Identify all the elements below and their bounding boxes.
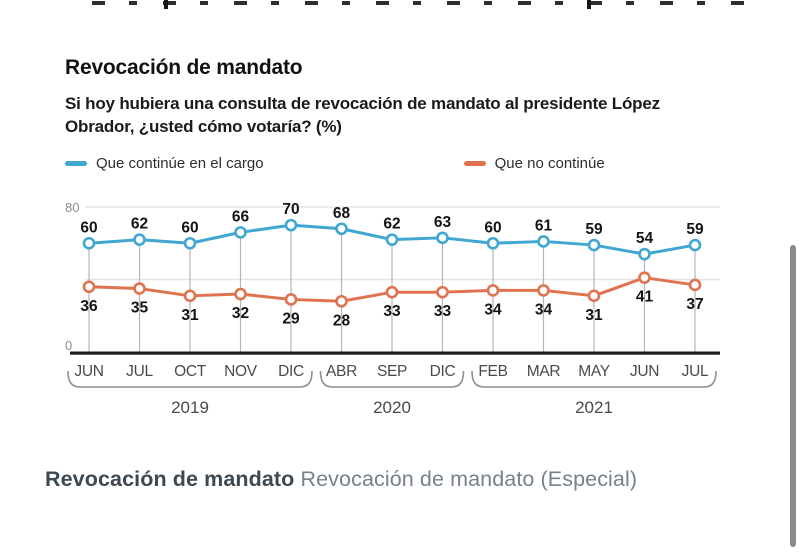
- data-point: [183, 289, 197, 303]
- value-label: 32: [232, 305, 249, 322]
- data-point: [436, 285, 449, 299]
- value-label: 63: [434, 214, 452, 231]
- value-label: 61: [535, 217, 553, 234]
- value-label: 60: [484, 219, 501, 236]
- data-point: [385, 233, 399, 246]
- legend-item-continue: Que continúe en el cargo: [65, 155, 264, 172]
- value-label: 36: [80, 298, 98, 315]
- data-point: [587, 289, 601, 303]
- data-point: [133, 282, 146, 295]
- value-label: 54: [636, 230, 654, 247]
- month-label: MAY: [578, 363, 610, 380]
- data-point: [385, 285, 399, 299]
- data-point: [82, 236, 96, 250]
- data-point: [486, 284, 500, 297]
- vertical-scrollbar-thumb[interactable]: [790, 245, 796, 547]
- data-point: [638, 247, 651, 261]
- data-point: [133, 233, 146, 246]
- value-label: 31: [585, 307, 603, 324]
- data-point: [688, 238, 702, 252]
- value-label: 59: [585, 221, 603, 238]
- value-label: 37: [686, 296, 703, 313]
- month-label: ABR: [326, 363, 357, 380]
- cropped-headline-stroke: [164, 0, 168, 9]
- year-label-2021: 2021: [575, 398, 613, 417]
- legend-swatch-orange: [463, 161, 486, 166]
- photo-caption: Revocación de mandato Revocación de mand…: [45, 462, 695, 497]
- data-point: [486, 236, 500, 250]
- value-label: 41: [636, 289, 654, 306]
- month-label: JUN: [630, 363, 659, 380]
- data-point: [638, 271, 651, 284]
- value-label: 34: [535, 301, 553, 318]
- data-point: [183, 236, 197, 250]
- value-label: 70: [282, 201, 299, 218]
- data-point: [284, 218, 298, 232]
- data-point: [335, 294, 348, 308]
- data-point: [82, 280, 96, 294]
- chart-legend: Que continúe en el cargo Que no continúe: [65, 155, 605, 172]
- value-label: 68: [333, 205, 351, 222]
- value-label: 31: [181, 307, 199, 324]
- value-label: 34: [484, 301, 502, 318]
- revocacion-line-chart: 80 0 60 62 60 66 70 68 62 63 60 61 59 54 59 36 35 31 32 29 2…: [65, 200, 720, 417]
- cropped-headline-text: [92, 0, 758, 9]
- month-label: JUN: [74, 363, 103, 380]
- year-label-2020: 2020: [373, 398, 411, 417]
- value-label: 29: [282, 310, 300, 327]
- data-point: [537, 235, 550, 248]
- month-label: NOV: [224, 363, 258, 380]
- caption-regular: Revocación de mandato (Especial): [300, 467, 638, 491]
- chart-title: Revocación de mandato: [65, 56, 303, 79]
- ytick-80: 80: [65, 200, 79, 215]
- data-point: [436, 231, 449, 245]
- month-label: FEB: [478, 363, 507, 380]
- caption-bold: Revocación de mandato: [45, 467, 295, 491]
- data-point: [234, 226, 247, 239]
- month-label: JUL: [682, 363, 709, 380]
- ytick-0: 0: [65, 338, 72, 353]
- data-point: [688, 278, 702, 292]
- legend-label: Que continúe en el cargo: [96, 155, 264, 172]
- month-label: DIC: [278, 363, 304, 380]
- value-label: 33: [383, 303, 401, 320]
- year-label-2019: 2019: [171, 398, 209, 417]
- chart-subtitle: Si hoy hubiera una consulta de revocació…: [65, 94, 660, 137]
- value-label: 35: [131, 300, 149, 317]
- value-label: 28: [333, 312, 351, 329]
- year-bracket-2019: [67, 370, 313, 388]
- x-axis-line: [70, 351, 720, 355]
- value-label: 33: [434, 303, 452, 320]
- value-label: 60: [80, 219, 97, 236]
- legend-swatch-blue: [65, 161, 87, 166]
- value-label: 62: [383, 216, 400, 233]
- year-bracket-2020: [319, 370, 465, 388]
- value-label: 60: [181, 219, 198, 236]
- month-label: JUL: [126, 363, 153, 380]
- data-point: [234, 287, 247, 301]
- value-label: 66: [232, 208, 250, 225]
- cropped-headline-fragments: [92, 1, 758, 5]
- legend-item-no-continue: Que no continúe: [463, 155, 605, 172]
- value-label: 62: [131, 216, 148, 233]
- data-point: [284, 293, 298, 306]
- month-label: MAR: [527, 363, 561, 380]
- month-label: SEP: [377, 363, 407, 380]
- value-label: 59: [686, 221, 704, 238]
- data-point: [537, 284, 550, 297]
- cropped-headline-stroke: [587, 0, 591, 9]
- data-point: [587, 238, 601, 252]
- data-point: [335, 222, 348, 236]
- legend-label: Que no continúe: [494, 155, 605, 172]
- month-label: DIC: [430, 363, 456, 380]
- year-bracket-2021: [471, 370, 717, 388]
- month-label: OCT: [174, 363, 207, 380]
